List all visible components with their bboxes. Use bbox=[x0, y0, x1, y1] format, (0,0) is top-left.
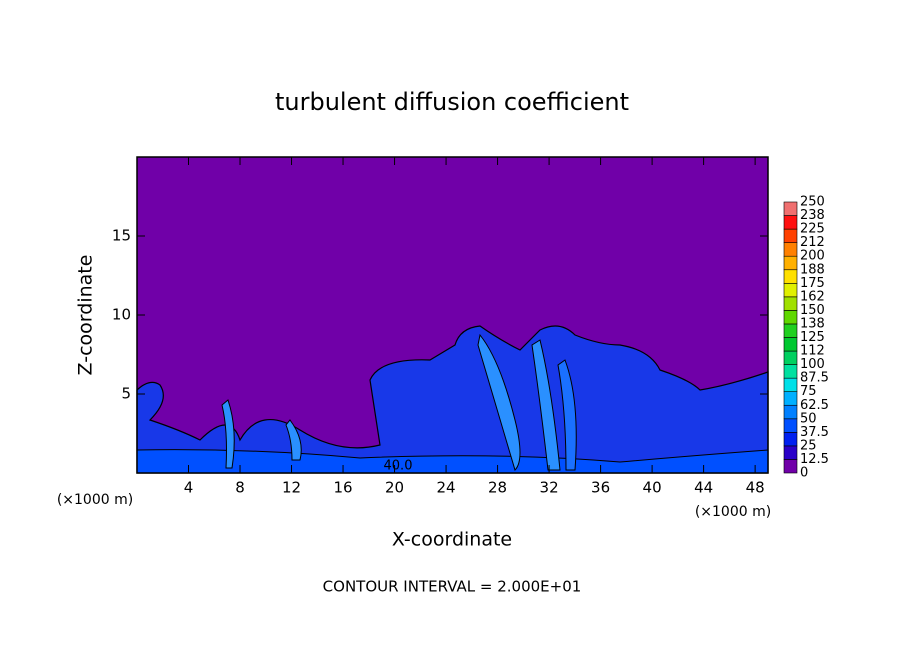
field-region bbox=[531, 339, 561, 471]
colorbar-segment bbox=[783, 350, 798, 365]
colorbar-segment bbox=[783, 445, 798, 460]
field bbox=[136, 157, 769, 474]
colorbar-segment bbox=[783, 391, 798, 406]
x-tick-label: 4 bbox=[184, 479, 194, 497]
y-tick-label: 5 bbox=[121, 385, 131, 403]
colorbar-label: 212 bbox=[800, 235, 825, 250]
x-tick-label: 28 bbox=[488, 479, 507, 497]
colorbar-label: 188 bbox=[800, 262, 825, 277]
x-tick-label: 20 bbox=[385, 479, 404, 497]
field-region bbox=[285, 419, 302, 461]
colorbar-segment bbox=[783, 296, 798, 311]
colorbar-segment bbox=[783, 404, 798, 420]
colorbar-label: 25 bbox=[800, 438, 817, 453]
colorbar-label: 175 bbox=[800, 276, 825, 291]
colorbar-segment bbox=[783, 377, 798, 392]
contour-label: 40.0 bbox=[384, 459, 413, 474]
colorbar-segment bbox=[783, 323, 798, 338]
colorbar-segment bbox=[783, 242, 798, 257]
colorbar-segment bbox=[783, 364, 798, 379]
x-tick-label: 16 bbox=[333, 479, 352, 497]
colorbar-segment bbox=[783, 215, 798, 230]
chart-title: turbulent diffusion coefficient bbox=[275, 88, 629, 116]
field-region bbox=[477, 333, 521, 471]
colorbar-label: 12.5 bbox=[800, 452, 829, 467]
colorbar-label: 37.5 bbox=[800, 425, 829, 440]
colorbar-segment bbox=[783, 310, 798, 325]
y-axis-label: Z-coordinate bbox=[75, 255, 97, 376]
x-tick-label: 8 bbox=[235, 479, 245, 497]
colorbar-segment bbox=[783, 282, 798, 298]
colorbar-label: 150 bbox=[800, 303, 825, 318]
colorbar-label: 225 bbox=[800, 222, 825, 237]
colorbar-segment bbox=[783, 337, 798, 352]
colorbar-segment bbox=[783, 269, 798, 284]
y-tick-label: 15 bbox=[112, 227, 131, 245]
x-axis-label: X-coordinate bbox=[392, 529, 512, 551]
y-tick-label: 10 bbox=[112, 306, 131, 324]
colorbar-label: 138 bbox=[800, 316, 825, 331]
x-tick-label: 24 bbox=[437, 479, 456, 497]
colorbar-label: 250 bbox=[800, 195, 825, 210]
colorbar-segment bbox=[783, 459, 798, 474]
colorbar-label: 62.5 bbox=[800, 398, 829, 413]
colorbar-label: 50 bbox=[800, 411, 817, 426]
x-tick-label: 40 bbox=[643, 479, 662, 497]
colorbar-label: 75 bbox=[800, 384, 817, 399]
x-tick-label: 36 bbox=[591, 479, 610, 497]
colorbar-label: 100 bbox=[800, 357, 825, 372]
colorbar-segment bbox=[783, 201, 798, 216]
colorbar-label: 125 bbox=[800, 330, 825, 345]
colorbar-label: 0 bbox=[800, 466, 808, 481]
x-tick-label: 12 bbox=[282, 479, 301, 497]
field-region bbox=[221, 399, 235, 469]
x-tick-label: 44 bbox=[694, 479, 713, 497]
field-region bbox=[557, 359, 577, 471]
x-unit: (×1000 m) bbox=[695, 504, 771, 520]
x-tick-label: 32 bbox=[540, 479, 559, 497]
x-unit: (×1000 m) bbox=[57, 492, 133, 508]
colorbar-label: 200 bbox=[800, 249, 825, 264]
colorbar-segment bbox=[783, 432, 798, 447]
colorbar-label: 162 bbox=[800, 289, 825, 304]
colorbar-label: 238 bbox=[800, 208, 825, 223]
colorbar-segment bbox=[783, 418, 798, 433]
x-tick-label: 48 bbox=[746, 479, 765, 497]
footer: CONTOUR INTERVAL = 2.000E+01 bbox=[323, 578, 582, 596]
colorbar-label: 112 bbox=[800, 344, 825, 359]
colorbar-label: 87.5 bbox=[800, 371, 829, 386]
colorbar-segment bbox=[783, 228, 798, 243]
colorbar-segment bbox=[783, 255, 798, 271]
